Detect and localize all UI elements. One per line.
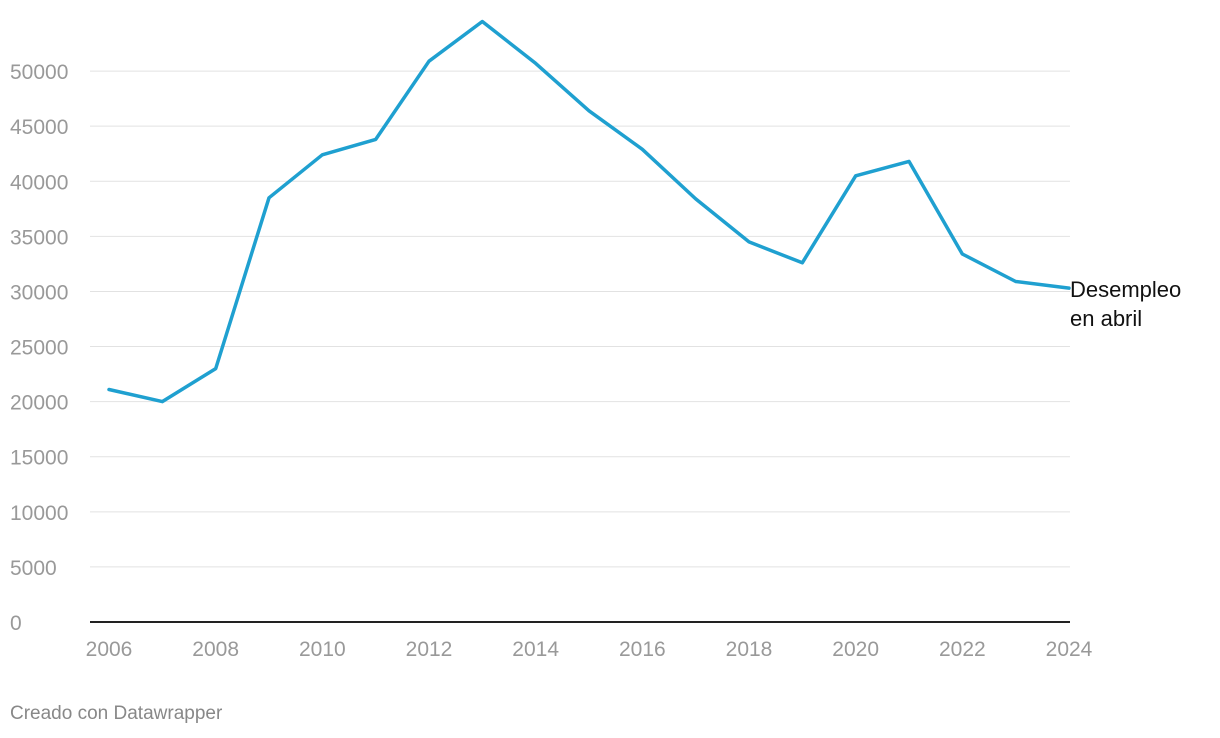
y-tick-label: 15000 [10,447,68,470]
x-tick-label: 2024 [1046,638,1093,661]
y-tick-label: 10000 [10,502,68,525]
y-tick-label: 0 [10,612,22,635]
x-tick-label: 2014 [512,638,559,661]
series-label-line: Desempleo [1070,277,1181,302]
x-tick-label: 2006 [86,638,133,661]
y-tick-label: 50000 [10,61,68,84]
y-tick-label: 25000 [10,337,68,360]
x-axis-ticks: 2006 2008 2010 2012 2014 2016 2018 2020 2022 2024 [86,638,1093,661]
x-tick-label: 2010 [299,638,346,661]
grid-lines [90,70,1070,568]
y-axis-ticks: 0 5000 10000 15000 20000 25000 30000 35000 40000… [10,61,68,635]
x-tick-label: 2022 [939,638,986,661]
x-tick-label: 2020 [832,638,879,661]
series-labels: Desempleo en abril [1070,277,1181,331]
y-tick-label: 5000 [10,557,57,580]
y-tick-label: 40000 [10,171,68,194]
x-tick-label: 2012 [406,638,453,661]
x-tick-label: 2008 [192,638,239,661]
y-tick-label: 30000 [10,281,68,304]
series-lines [107,19,1071,404]
x-tick-label: 2018 [726,638,773,661]
series-label-line: en abril [1070,306,1142,331]
credit-text: Creado con Datawrapper [10,703,223,724]
series-label: Desempleo en abril [1070,277,1181,331]
series-line [107,19,1071,404]
x-tick-label: 2016 [619,638,666,661]
y-tick-label: 20000 [10,392,68,415]
y-tick-label: 45000 [10,116,68,139]
y-tick-label: 35000 [10,226,68,249]
